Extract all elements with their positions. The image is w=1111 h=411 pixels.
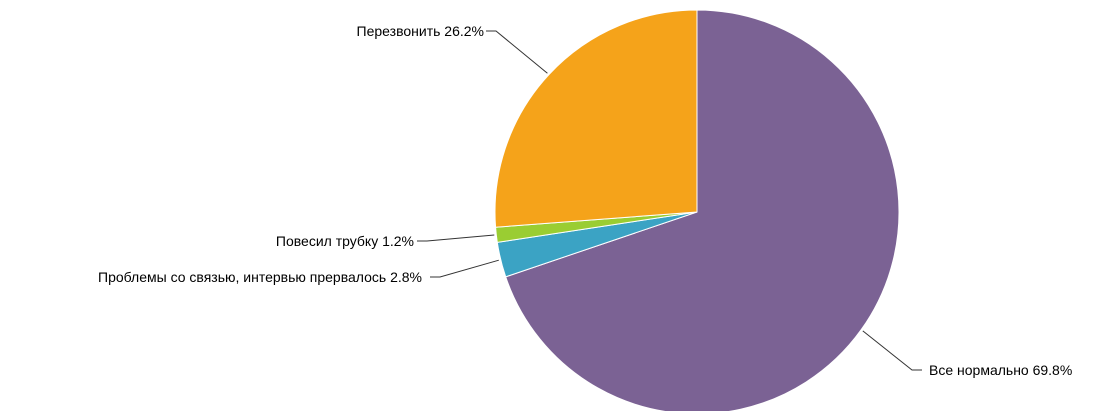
leader-line-4 bbox=[486, 30, 548, 74]
leader-lines-layer bbox=[417, 30, 922, 371]
leader-line-1 bbox=[862, 330, 922, 371]
slice-label-4: Перезвонить 26.2% bbox=[357, 23, 484, 39]
slices-layer bbox=[494, 9, 900, 411]
pie-slice-1 bbox=[505, 9, 900, 411]
slice-labels-layer: Все нормально 69.8% Проблемы со связью, и… bbox=[98, 23, 1072, 378]
slice-label-1: Все нормально 69.8% bbox=[929, 362, 1072, 378]
leader-line-3 bbox=[417, 234, 495, 242]
slice-label-3: Повесил трубку 1.2% bbox=[276, 233, 414, 249]
slice-label-2: Проблемы со связью, интервью прервалось … bbox=[98, 269, 422, 285]
pie-slice-4 bbox=[494, 9, 698, 228]
leader-line-2 bbox=[430, 259, 499, 278]
